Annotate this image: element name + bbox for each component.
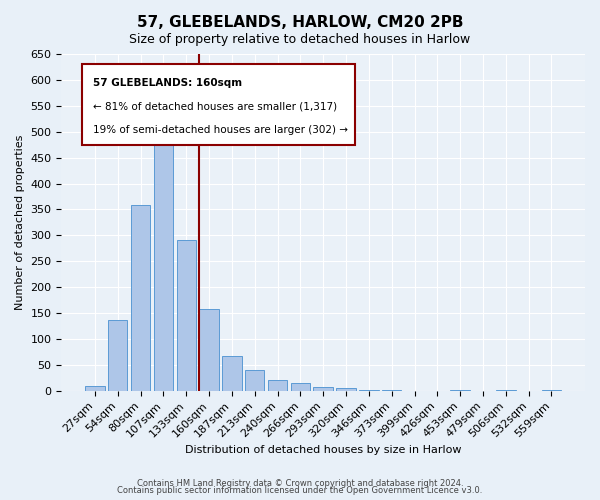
X-axis label: Distribution of detached houses by size in Harlow: Distribution of detached houses by size … (185, 445, 461, 455)
FancyBboxPatch shape (82, 64, 355, 145)
Y-axis label: Number of detached properties: Number of detached properties (15, 134, 25, 310)
Bar (131, 206, 150, 390)
Bar (108, 320, 127, 390)
Bar (268, 380, 287, 390)
Text: 19% of semi-detached houses are larger (302) →: 19% of semi-detached houses are larger (… (93, 124, 348, 134)
Bar (85, 386, 104, 390)
Text: ← 81% of detached houses are smaller (1,317): ← 81% of detached houses are smaller (1,… (93, 101, 337, 111)
Bar (337, 388, 356, 390)
Bar (290, 384, 310, 390)
Text: Contains public sector information licensed under the Open Government Licence v3: Contains public sector information licen… (118, 486, 482, 495)
Bar (154, 114, 173, 390)
Text: Contains HM Land Registry data © Crown copyright and database right 2024.: Contains HM Land Registry data © Crown c… (137, 478, 463, 488)
Bar (222, 356, 242, 390)
Bar (313, 387, 333, 390)
Text: 57 GLEBELANDS: 160sqm: 57 GLEBELANDS: 160sqm (93, 78, 242, 88)
Text: 57, GLEBELANDS, HARLOW, CM20 2PB: 57, GLEBELANDS, HARLOW, CM20 2PB (137, 15, 463, 30)
Text: Size of property relative to detached houses in Harlow: Size of property relative to detached ho… (130, 32, 470, 46)
Bar (245, 370, 265, 390)
Bar (176, 240, 196, 390)
Bar (199, 310, 219, 390)
